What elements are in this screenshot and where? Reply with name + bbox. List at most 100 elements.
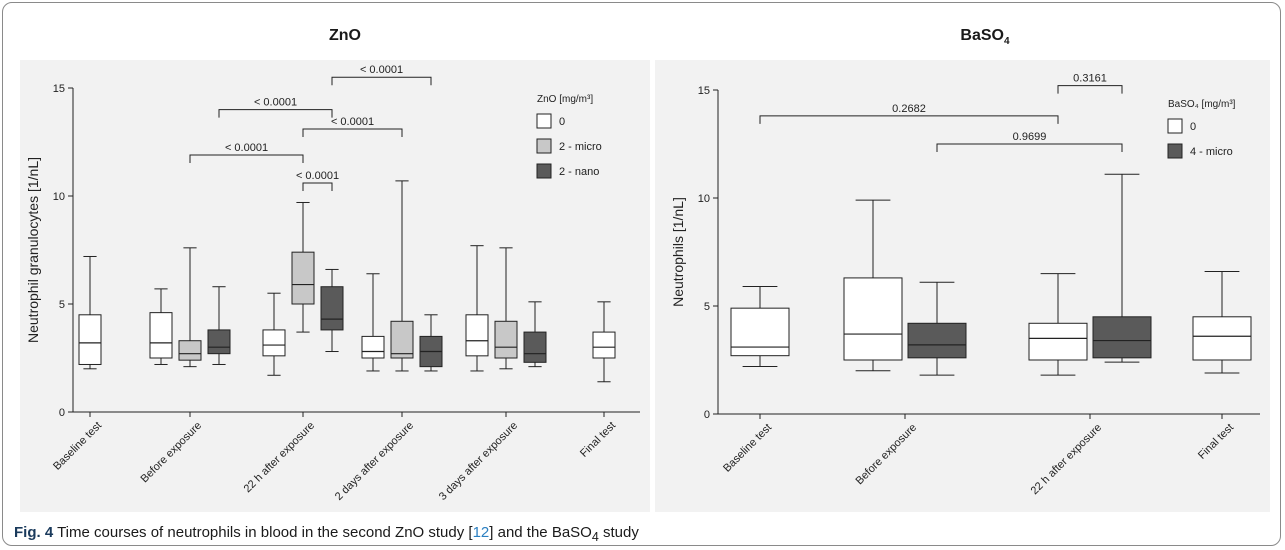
figure-caption: Fig. 4 Time courses of neutrophils in bl… — [14, 524, 639, 544]
box-iqr — [361, 335, 385, 359]
p-value-label: < 0.0001 — [254, 97, 297, 109]
box-plot — [494, 247, 518, 370]
bracket-line — [331, 76, 432, 86]
legend-swatch — [536, 163, 552, 179]
significance-bracket: < 0.0001 — [331, 64, 432, 86]
box-plot — [78, 255, 102, 370]
box-plot — [178, 247, 202, 368]
p-value-label: < 0.0001 — [360, 64, 403, 76]
bracket-line — [759, 115, 1059, 124]
box-iqr — [78, 314, 102, 365]
plot-background — [655, 60, 1270, 512]
box-iqr — [262, 329, 286, 357]
box-iqr — [149, 312, 173, 359]
caption-text-before: Time courses of neutrophils in blood in … — [57, 524, 473, 541]
legend-swatch — [1167, 118, 1183, 134]
caption-text-mid: ] and the BaSO — [489, 524, 592, 541]
bracket-line — [1057, 85, 1123, 94]
box-plot — [523, 301, 547, 368]
caption-text-after: study — [598, 524, 639, 541]
box-iqr — [592, 331, 616, 359]
box-plot — [320, 268, 344, 353]
significance-bracket: < 0.0001 — [218, 97, 333, 118]
box-plot — [843, 199, 903, 372]
box-iqr — [730, 307, 790, 357]
y-tick-label: 10 — [53, 191, 65, 203]
significance-bracket: 0.2682 — [759, 103, 1059, 124]
p-value-label: < 0.0001 — [331, 116, 374, 128]
box-plot — [390, 180, 414, 372]
legend: ZnO [mg/m³] 0 2 - micro 2 - nano — [536, 94, 602, 179]
box-iqr — [843, 277, 903, 361]
box-plot — [1092, 173, 1152, 363]
box-iqr — [178, 340, 202, 361]
p-value-label: 0.2682 — [892, 103, 926, 115]
significance-bracket: < 0.0001 — [189, 142, 304, 163]
p-value-label: 0.3161 — [1073, 73, 1107, 85]
bracket-line — [218, 109, 333, 118]
box-plot — [1028, 273, 1088, 376]
significance-bracket: 0.9699 — [936, 131, 1123, 152]
legend-label: 0 — [1190, 121, 1196, 133]
box-iqr — [320, 286, 344, 331]
box-plot — [262, 292, 286, 376]
caption-label: Fig. 4 — [14, 524, 54, 541]
legend-swatch — [536, 113, 552, 129]
box-iqr — [1028, 322, 1088, 361]
box-plot — [207, 286, 231, 365]
box-plot — [907, 281, 967, 376]
legend-swatch — [1167, 143, 1183, 159]
y-tick-label: 5 — [59, 299, 65, 311]
box-plot — [361, 273, 385, 372]
box-iqr — [1092, 316, 1152, 359]
box-plot — [730, 286, 790, 367]
box-plot — [592, 301, 616, 383]
y-tick-label: 10 — [698, 193, 710, 205]
y-tick-label: 0 — [59, 407, 65, 419]
legend-label: 2 - micro — [559, 141, 602, 153]
box-iqr — [291, 251, 315, 305]
caption-reference-link[interactable]: 12 — [472, 524, 490, 541]
chart-title-subscript: 4 — [1004, 36, 1010, 47]
box-plot — [149, 288, 173, 365]
box-plot — [1192, 270, 1252, 374]
legend-label: 4 - micro — [1190, 146, 1233, 158]
box-iqr — [494, 320, 518, 359]
p-value-label: < 0.0001 — [296, 170, 339, 182]
y-axis-label: Neutrophil granulocytes [1/nL] — [25, 157, 41, 343]
bracket-line — [189, 154, 304, 163]
box-iqr — [1192, 316, 1252, 361]
y-tick-label: 0 — [704, 409, 710, 421]
significance-bracket: < 0.0001 — [296, 170, 339, 192]
significance-bracket: < 0.0001 — [302, 116, 403, 138]
y-tick-label: 5 — [704, 301, 710, 313]
bracket-line — [936, 143, 1123, 152]
p-value-label: 0.9699 — [1013, 131, 1047, 143]
box-iqr — [907, 322, 967, 359]
legend: BaSO₄ [mg/m³] 0 4 - micro — [1167, 99, 1236, 159]
chart-title: BaSO4 — [960, 27, 1010, 47]
y-tick-label: 15 — [53, 83, 65, 95]
plot-background — [20, 60, 650, 512]
y-axis-label: Neutrophils [1/nL] — [670, 197, 686, 307]
box-plot — [291, 201, 315, 333]
box-plot — [465, 245, 489, 372]
box-iqr — [465, 314, 489, 357]
p-value-label: < 0.0001 — [225, 142, 268, 154]
legend-swatch — [536, 138, 552, 154]
significance-bracket: 0.3161 — [1057, 73, 1123, 94]
bracket-line — [302, 128, 403, 138]
caption-subscript: 4 — [591, 530, 599, 544]
box-iqr — [390, 320, 414, 359]
legend-title: ZnO [mg/m³] — [537, 94, 593, 105]
y-tick-label: 15 — [698, 85, 710, 97]
legend-label: 0 — [559, 116, 565, 128]
box-iqr — [523, 331, 547, 363]
legend-title: BaSO₄ [mg/m³] — [1168, 99, 1236, 110]
legend-label: 2 - nano — [559, 166, 599, 178]
chart-title: ZnO — [329, 27, 361, 44]
